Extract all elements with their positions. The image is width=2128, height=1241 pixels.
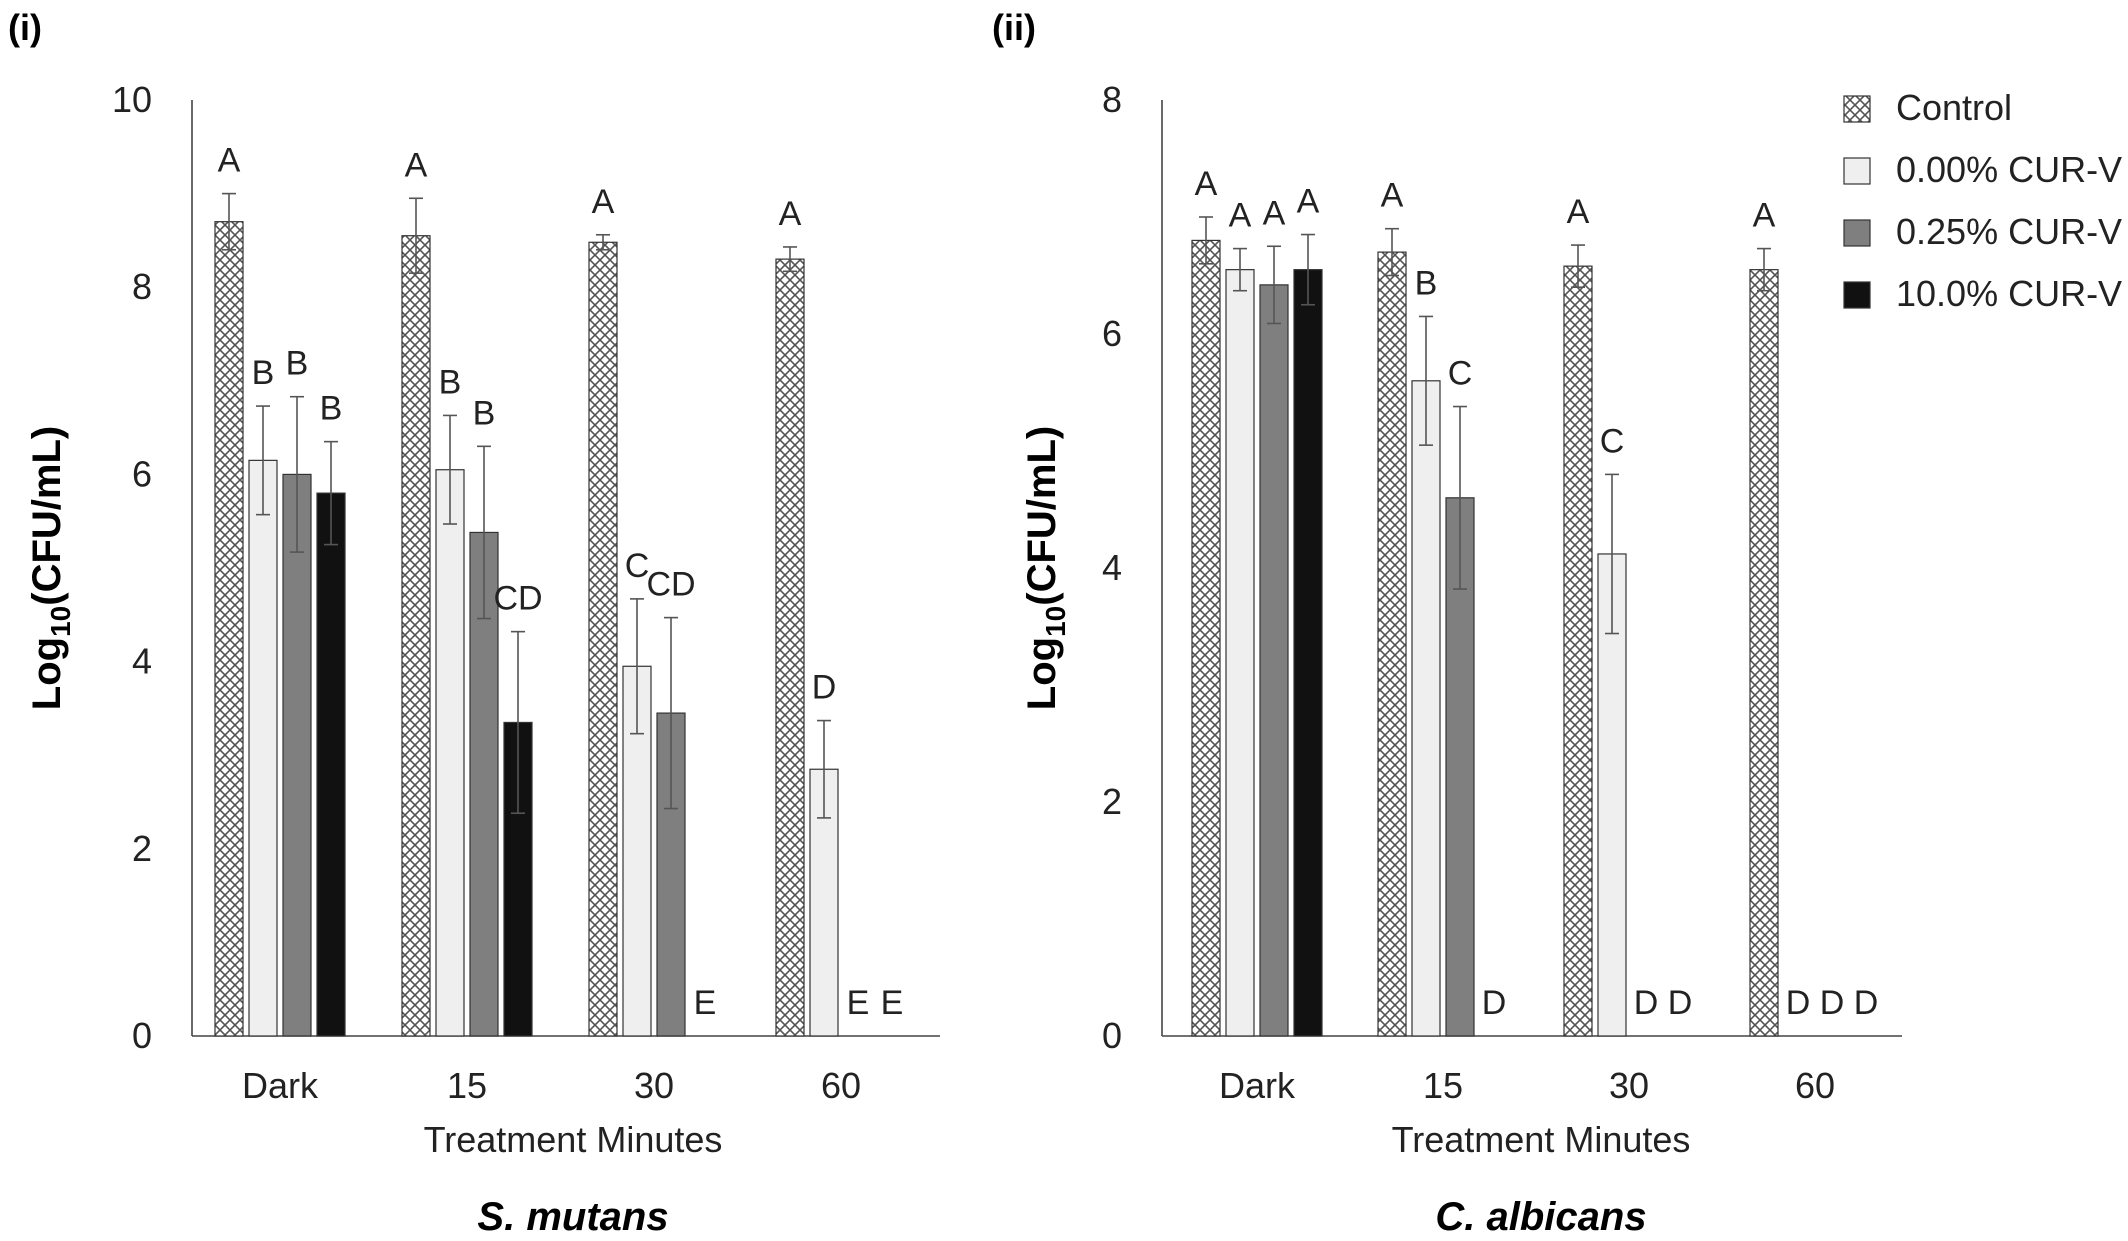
significance-letter: A [1263,194,1286,232]
significance-letter: B [473,394,496,432]
significance-letter: A [1229,197,1252,235]
y-tick-label: 2 [1102,781,1122,822]
bar [1225,269,1255,1037]
significance-letter: A [779,195,802,233]
legend-swatch [1843,95,1871,123]
legend-swatch [1843,157,1871,185]
significance-letter: D [1786,984,1811,1022]
category-label: Dark [1219,1065,1296,1106]
significance-letter: A [1753,197,1776,235]
significance-letter: C [1600,422,1625,460]
y-axis-label-main: Log [25,637,69,710]
legend-label: 0.00% CUR-V [1896,149,2122,190]
significance-letter: A [218,142,241,180]
caption: C. albicans [1435,1195,1646,1239]
legend-swatch [1843,219,1871,247]
bar [1411,380,1441,1037]
significance-letter: A [1567,193,1590,231]
y-axis-label-unit: (CFU/mL) [1020,426,1064,606]
significance-letter: A [592,183,615,221]
significance-letter: A [1195,165,1218,203]
bar [1259,284,1289,1037]
bar [1293,269,1323,1037]
x-axis-label: Treatment Minutes [424,1119,723,1160]
significance-letter: A [405,146,428,184]
significance-letter: B [286,345,309,383]
bar [214,221,244,1037]
significance-letter: A [1297,183,1320,221]
significance-letter: A [1381,177,1404,215]
significance-letter: D [1482,984,1507,1022]
y-tick-label: 2 [132,828,152,869]
y-axis-label-subscript: 10 [45,606,76,637]
bar [435,469,465,1037]
significance-letter: E [881,984,904,1022]
significance-letter: D [812,669,837,707]
significance-letter: CD [646,566,695,604]
y-axis-label-main: Log [1020,637,1064,710]
y-axis-label-unit: (CFU/mL) [25,426,69,606]
significance-letter: C [625,547,650,585]
bar [1377,251,1407,1037]
significance-letter: C [1448,355,1473,393]
x-axis-label: Treatment Minutes [1392,1119,1691,1160]
significance-letter: B [439,363,462,401]
panel-label: (ii) [992,7,1036,48]
y-axis-label: Log10(CFU/mL) [25,426,76,710]
caption: S. mutans [477,1195,668,1239]
significance-letter: B [1415,264,1438,302]
significance-letter: D [1634,984,1659,1022]
bar [401,235,431,1037]
y-tick-label: 8 [132,266,152,307]
significance-letter: B [320,390,343,428]
bar [588,241,618,1037]
legend-label: Control [1896,87,2012,128]
y-axis-ticks: 0 2 4 6 8 10 [112,79,152,1056]
category-label: 60 [821,1065,861,1106]
y-axis-ticks: 0 2 4 6 8 [1102,79,1122,1056]
category-label: 15 [1423,1065,1463,1106]
significance-letter: D [1854,984,1879,1022]
bar [1191,239,1221,1037]
bar [1563,265,1593,1037]
category-labels: Dark 15 30 60 [242,1065,861,1106]
significance-letter: CD [493,580,542,618]
y-tick-label: 4 [132,641,152,682]
y-tick-label: 8 [1102,79,1122,120]
legend-label: 10.0% CUR-V [1896,273,2122,314]
bar [1749,269,1779,1037]
y-axis-label: Log10(CFU/mL) [1020,426,1071,710]
category-labels: Dark 15 30 60 [1219,1065,1835,1106]
y-tick-label: 0 [1102,1015,1122,1056]
y-tick-label: 0 [132,1015,152,1056]
significance-letter: E [847,984,870,1022]
legend-label: 0.25% CUR-V [1896,211,2122,252]
category-label: 30 [1609,1065,1649,1106]
y-tick-label: 6 [132,453,152,494]
category-label: 30 [634,1065,674,1106]
category-label: Dark [242,1065,319,1106]
bar [775,258,805,1037]
significance-letter: B [252,354,275,392]
significance-letter: D [1820,984,1845,1022]
panel-label: (i) [8,7,42,48]
y-tick-label: 6 [1102,313,1122,354]
bar [316,492,346,1037]
significance-letter: D [1668,984,1693,1022]
significance-letter: E [694,984,717,1022]
category-label: 60 [1795,1065,1835,1106]
y-axis-label-subscript: 10 [1040,606,1071,637]
bar [248,459,278,1037]
bar [282,473,312,1037]
y-tick-label: 4 [1102,547,1122,588]
legend: Control 0.00% CUR-V 0.25% CUR-V 10.0% CUR-V [1843,87,2122,314]
y-tick-label: 10 [112,79,152,120]
legend-swatch [1843,281,1871,309]
category-label: 15 [447,1065,487,1106]
